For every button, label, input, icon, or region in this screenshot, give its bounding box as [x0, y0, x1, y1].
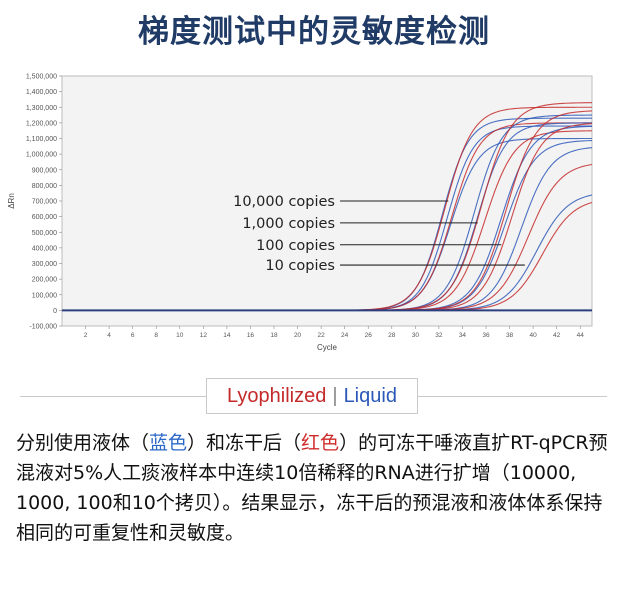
legend-divider-right — [417, 396, 607, 397]
x-tick-label: 32 — [435, 332, 443, 339]
x-tick-label: 2 — [84, 332, 88, 339]
y-axis-label: ΔRn — [7, 193, 16, 209]
annotation-label: 100 copies — [256, 238, 335, 254]
x-tick-label: 4 — [107, 332, 111, 339]
annotation-label: 10,000 copies — [233, 194, 335, 210]
description-red-word: 红色 — [301, 432, 340, 454]
x-tick-label: 26 — [365, 332, 373, 339]
y-tick-label: 500,000 — [32, 230, 57, 237]
y-tick-label: 900,000 — [32, 167, 57, 174]
amplification-chart: -100,000 0 100,000 200,000 300,000 400,000 500… — [7, 74, 593, 352]
x-tick-label: 36 — [482, 332, 490, 339]
y-tick-label: 600,000 — [32, 214, 57, 221]
legend: Lyophilized | Liquid — [206, 378, 418, 414]
y-tick-label: 800,000 — [32, 183, 57, 190]
x-tick-label: 18 — [270, 332, 278, 339]
x-tick-label: 12 — [200, 332, 208, 339]
x-tick-label: 40 — [529, 332, 537, 339]
x-tick-label: 8 — [154, 332, 158, 339]
description-part-3: ）的可冻干唾液直扩RT-qPCR预混液对5%人工痰液样本中连续10倍稀释的RNA… — [16, 432, 608, 544]
x-tick-label: 34 — [459, 332, 467, 339]
y-tick-label: 1,200,000 — [26, 120, 57, 127]
y-tick-label: 1,000,000 — [26, 152, 57, 159]
y-tick-label: 300,000 — [32, 261, 57, 268]
x-tick-label: 44 — [577, 332, 585, 339]
description-blue-word: 蓝色 — [149, 432, 188, 454]
x-tick-label: 16 — [247, 332, 255, 339]
y-tick-label: 1,300,000 — [26, 105, 57, 112]
x-tick-label: 38 — [506, 332, 514, 339]
annotation-label: 1,000 copies — [242, 216, 335, 232]
y-tick-label: 400,000 — [32, 245, 57, 252]
y-tick-label: -100,000 — [29, 324, 57, 331]
page-title: 梯度测试中的灵敏度检测 — [138, 14, 490, 50]
legend-separator: | — [332, 384, 338, 407]
legend-divider-left — [20, 396, 206, 397]
description-part-2: ）和冻干后（ — [187, 432, 302, 454]
x-tick-label: 24 — [341, 332, 349, 339]
description: 分别使用液体（蓝色）和冻干后（红色）的可冻干唾液直扩RT-qPCR预混液对5%人… — [16, 428, 616, 548]
legend-liquid: Liquid — [343, 384, 397, 407]
y-tick-label: 1,400,000 — [26, 89, 57, 96]
x-tick-label: 22 — [317, 332, 325, 339]
x-tick-label: 42 — [553, 332, 561, 339]
y-tick-label: 1,500,000 — [26, 74, 57, 81]
annotation-label: 10 copies — [265, 258, 335, 274]
x-tick-label: 14 — [223, 332, 231, 339]
x-axis-label: Cycle — [317, 343, 338, 352]
y-tick-label: 200,000 — [32, 277, 57, 284]
y-tick-label: 1,100,000 — [26, 136, 57, 143]
x-tick-label: 10 — [176, 332, 184, 339]
y-tick-label: 100,000 — [32, 292, 57, 299]
x-tick-label: 30 — [412, 332, 420, 339]
legend-lyophilized: Lyophilized — [227, 384, 327, 407]
x-tick-label: 28 — [388, 332, 396, 339]
x-tick-label: 20 — [294, 332, 302, 339]
y-tick-label: 0 — [53, 308, 57, 315]
x-tick-label: 6 — [131, 332, 135, 339]
description-part-1: 分别使用液体（ — [16, 432, 150, 454]
y-tick-label: 700,000 — [32, 199, 57, 206]
